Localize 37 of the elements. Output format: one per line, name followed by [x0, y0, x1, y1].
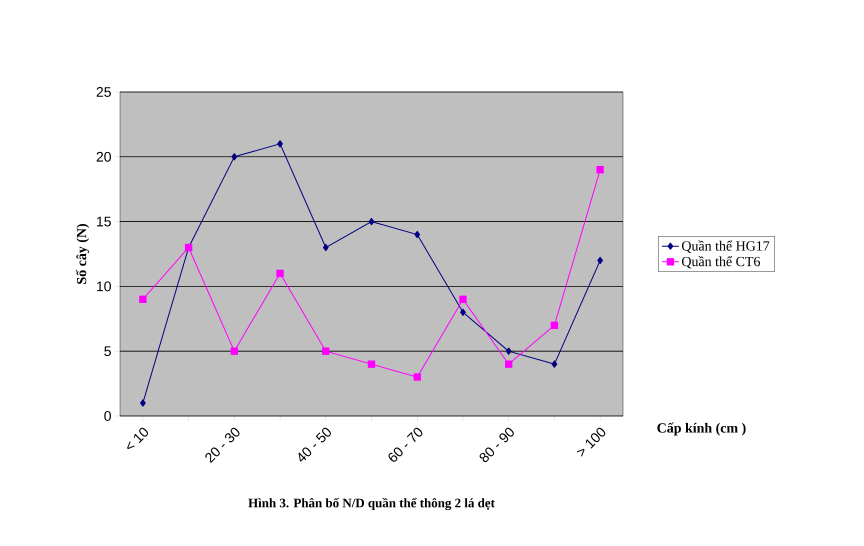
point — [368, 218, 374, 226]
point — [414, 230, 420, 238]
x-tick-label: 40 - 50 — [298, 428, 331, 462]
y-tick-label: 20 — [96, 152, 111, 162]
x-axis-title: Cấp kính (cm ) — [657, 422, 746, 436]
point — [322, 244, 329, 252]
point — [322, 347, 330, 355]
point — [460, 308, 466, 316]
point — [459, 296, 467, 304]
x-tick-label: 80 - 90 — [480, 428, 514, 462]
point — [231, 153, 238, 160]
point — [368, 360, 376, 368]
point — [505, 360, 512, 368]
point — [277, 140, 283, 148]
x-tick-label: < 10 — [127, 428, 148, 450]
y-tick-label: 0 — [104, 411, 111, 421]
point — [139, 296, 147, 304]
point — [414, 373, 421, 381]
y-tick-label: 25 — [96, 87, 111, 97]
y-tick-label: 5 — [104, 346, 111, 356]
point — [596, 166, 604, 174]
point — [550, 322, 558, 329]
point — [140, 399, 146, 407]
point — [230, 347, 238, 355]
y-tick-label: 10 — [97, 281, 111, 292]
x-tick-label: 60 - 70 — [388, 428, 422, 462]
point — [597, 256, 604, 264]
y-tick-label: 15 — [97, 216, 111, 226]
point — [552, 360, 558, 368]
point — [506, 347, 512, 355]
text: Hình 3. Phân bố N/D quần thể thông 2 lá dẹt — [248, 498, 495, 510]
y-axis-title: Số cây (N) — [76, 224, 90, 284]
legend-label: Quần thể CT6 — [682, 256, 760, 268]
point — [276, 270, 284, 278]
x-tick-label: > 100 — [576, 428, 606, 457]
x-tick-label: 20 - 30 — [205, 428, 240, 464]
legend-label: Quần thể HG17 — [682, 240, 770, 253]
